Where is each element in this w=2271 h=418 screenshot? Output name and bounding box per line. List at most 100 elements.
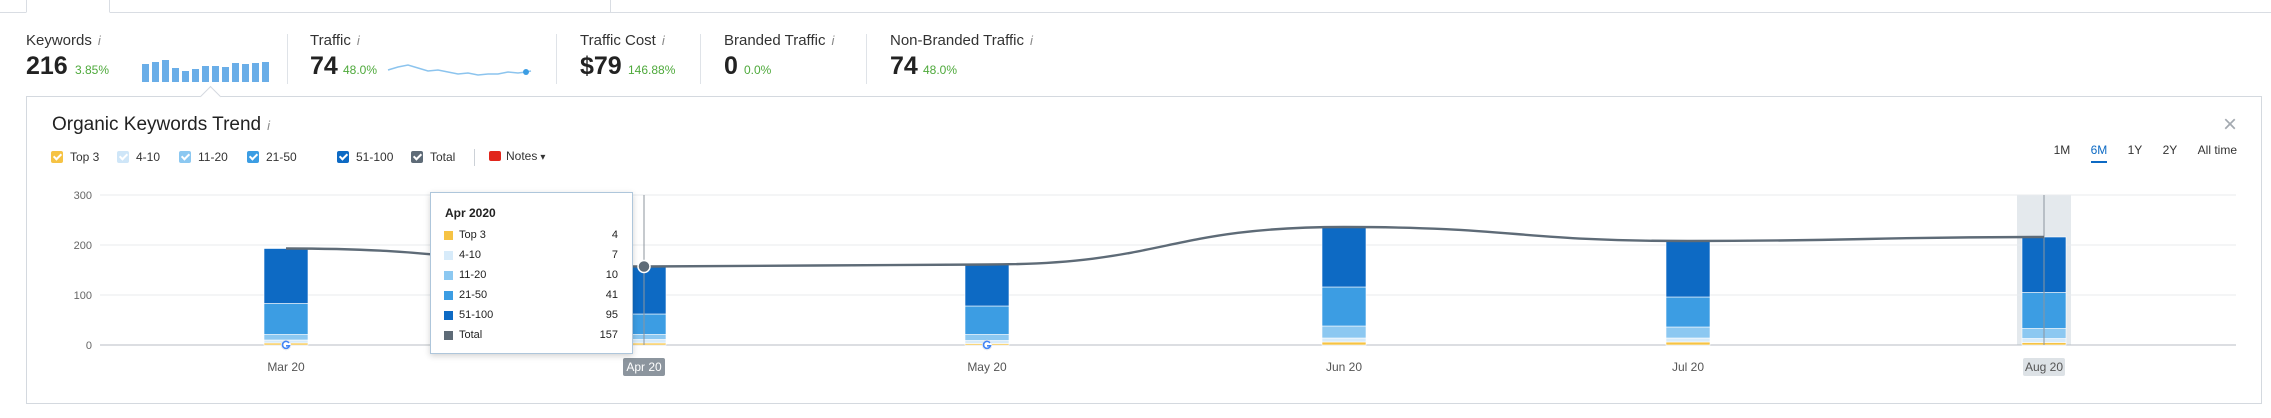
hover-marker: [637, 259, 651, 274]
minibar: [252, 63, 259, 82]
sparkline-endpoint: [523, 69, 529, 75]
metric-traffic[interactable]: Traffic i 74 48.0%: [310, 30, 550, 90]
legend-label: Total: [430, 150, 456, 164]
metric-branded-traffic[interactable]: Branded Traffic i 0 0.0%: [724, 30, 864, 90]
metric-change: 48.0%: [343, 63, 378, 77]
google-update-icon-mark: [281, 340, 291, 350]
notes-icon: [489, 151, 501, 161]
bar-segment: [1321, 286, 1367, 327]
notes-label: Notes: [506, 149, 538, 163]
checkbox-icon: [51, 151, 63, 163]
checkbox-icon: [247, 151, 259, 163]
x-tick-label: Apr 20: [626, 360, 662, 374]
tooltip-swatch: [444, 331, 453, 340]
info-icon[interactable]: i: [661, 33, 665, 48]
metric-change: 48.0%: [923, 63, 958, 77]
tooltip-row: 21-50 41: [444, 288, 618, 304]
tooltip-row: Total 157: [444, 328, 618, 344]
metric-value: 74: [310, 52, 338, 80]
metric-value: 74: [890, 52, 918, 80]
tab-strip: [0, 0, 2271, 13]
time-range-selector: 1M 6M 1Y 2Y All time: [2037, 143, 2237, 163]
y-tick-label: 300: [74, 190, 92, 202]
range-6m[interactable]: 6M: [2090, 143, 2108, 163]
y-tick-label: 100: [74, 290, 92, 302]
metric-change: 146.88%: [628, 63, 676, 77]
keywords-sparkbar-chart: [142, 58, 282, 82]
close-icon[interactable]: ×: [2222, 111, 2237, 138]
tooltip-swatch: [444, 311, 453, 320]
bar-segment: [263, 303, 309, 335]
metric-label: Non-Branded Traffic: [890, 32, 1024, 49]
minibar: [202, 66, 209, 82]
bar-segment: [964, 334, 1010, 341]
x-tick-label: Jun 20: [1326, 360, 1362, 374]
info-icon[interactable]: i: [831, 33, 835, 48]
notes-dropdown[interactable]: Notes ▾: [489, 149, 545, 163]
metric-divider: [556, 34, 557, 84]
checkbox-icon: [179, 151, 191, 163]
minibar: [262, 62, 269, 82]
range-1y[interactable]: 1Y: [2127, 143, 2143, 157]
minibar: [162, 60, 169, 82]
range-2y[interactable]: 2Y: [2162, 143, 2178, 157]
tooltip-label: Total: [459, 329, 483, 341]
metrics-summary: Keywords i 216 3.85% Traffic i 74 48.0% Tr…: [0, 30, 1100, 90]
minibar: [182, 71, 189, 82]
tooltip-label: 51-100: [459, 309, 494, 321]
metric-label: Branded Traffic: [724, 32, 826, 49]
minibar: [222, 67, 229, 82]
panel-title: Organic Keywords Trend: [52, 114, 262, 135]
tooltip-value: 10: [605, 269, 618, 281]
checkbox-icon: [411, 151, 423, 163]
bar-segment: [1665, 341, 1711, 346]
legend-label: 11-20: [198, 150, 228, 164]
bar-segment: [964, 305, 1010, 335]
range-1m[interactable]: 1M: [2053, 143, 2071, 157]
info-icon[interactable]: i: [356, 33, 360, 48]
info-icon[interactable]: i: [1029, 33, 1033, 48]
metric-value: 0: [724, 52, 738, 80]
legend-label: 51-100: [356, 150, 394, 164]
bar-segment: [964, 264, 1010, 307]
tooltip-value: 41: [605, 289, 618, 301]
x-label-badge: [2023, 358, 2065, 376]
minibar: [152, 62, 159, 82]
tooltip-label: 11-20: [459, 269, 487, 281]
tooltip-swatch: [444, 271, 453, 280]
bar-segment: [1321, 325, 1367, 339]
metric-value: 216: [26, 52, 68, 80]
metric-change: 0.0%: [744, 63, 772, 77]
info-icon[interactable]: i: [267, 118, 270, 133]
bar-segment: [1665, 337, 1711, 343]
minibar: [242, 64, 249, 82]
minibar: [212, 66, 219, 82]
tooltip-row: 11-20 10: [444, 268, 618, 284]
range-all-time[interactable]: All time: [2197, 143, 2237, 157]
tooltip-label: Top 3: [459, 229, 486, 241]
tooltip-value: 4: [611, 229, 618, 241]
minibar: [172, 68, 179, 82]
traffic-sparkline: [387, 64, 532, 76]
metric-traffic-cost[interactable]: Traffic Cost i $79 146.88%: [580, 30, 700, 90]
metric-label: Traffic: [310, 32, 351, 49]
tab-inactive[interactable]: [110, 0, 611, 12]
metric-label: Keywords: [26, 32, 92, 49]
tooltip-label: 4-10: [459, 249, 482, 261]
x-label-badge: [623, 358, 665, 376]
bar-segment: [1321, 226, 1367, 288]
tab-active[interactable]: [26, 0, 110, 13]
bar-segment: [1665, 296, 1711, 328]
x-tick-label: Aug 20: [2025, 360, 2063, 374]
bar-segment: [1665, 240, 1711, 298]
legend-label: 21-50: [266, 150, 297, 164]
metric-keywords[interactable]: Keywords i 216 3.85%: [26, 30, 269, 90]
metric-non-branded-traffic[interactable]: Non-Branded Traffic i 74 48.0%: [890, 30, 1070, 90]
legend-label: Top 3: [70, 150, 100, 164]
metric-value: $79: [580, 52, 622, 80]
checkbox-icon: [117, 151, 129, 163]
bar-segment: [263, 334, 309, 341]
metric-divider: [866, 34, 867, 84]
info-icon[interactable]: i: [97, 33, 101, 48]
